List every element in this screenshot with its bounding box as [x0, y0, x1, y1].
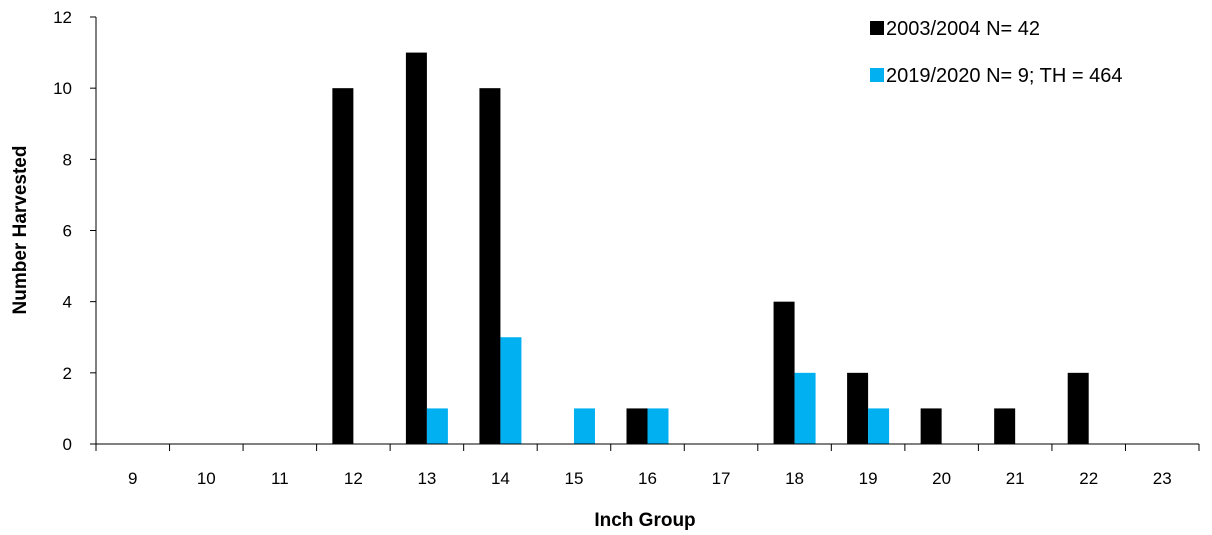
bar-series1-22 — [1067, 372, 1089, 444]
x-tick-label-14: 14 — [491, 469, 510, 488]
x-tick-label-21: 21 — [1006, 469, 1025, 488]
y-tick-label-4: 4 — [63, 293, 72, 312]
bar-series1-19 — [847, 372, 869, 444]
y-tick-label-6: 6 — [63, 222, 72, 241]
bar-series2-18 — [794, 372, 816, 444]
bar-series1-18 — [773, 301, 795, 444]
x-tick-label-12: 12 — [344, 469, 363, 488]
y-axis-title: Number Harvested — [10, 146, 31, 315]
series-1 — [332, 52, 1089, 445]
bar-series1-16 — [626, 408, 648, 444]
bar-series1-13 — [405, 52, 427, 444]
legend-label-1: 2003/2004 N= 42 — [886, 18, 1040, 40]
x-tick-label-23: 23 — [1153, 469, 1172, 488]
x-tick-label-17: 17 — [712, 469, 731, 488]
x-tick-label-19: 19 — [859, 469, 878, 488]
x-tick-label-9: 9 — [128, 469, 137, 488]
bar-series1-21 — [994, 408, 1016, 444]
x-tick-label-13: 13 — [417, 469, 436, 488]
bar-series2-15 — [573, 408, 595, 444]
bar-series1-14 — [479, 88, 501, 445]
x-tick-label-18: 18 — [785, 469, 804, 488]
y-tick-label-0: 0 — [63, 435, 72, 454]
y-tick-label-8: 8 — [63, 150, 72, 169]
x-tick-label-16: 16 — [638, 469, 657, 488]
x-tick-label-22: 22 — [1079, 469, 1098, 488]
legend-swatch-1 — [870, 21, 884, 35]
bar-series2-14 — [500, 337, 522, 444]
bar-series1-20 — [920, 408, 942, 444]
x-tick-label-11: 11 — [271, 469, 289, 488]
plot-area: 0 2 4 6 8 10 12 9 10 11 12 13 14 15 16 17 18 19 20 21 22 23 — [53, 8, 1200, 488]
bar-series2-16 — [647, 408, 669, 444]
series-2 — [426, 337, 890, 444]
legend: 2003/2004 N= 42 2019/2020 N= 9; TH = 464 — [870, 18, 1122, 87]
x-tick-label-15: 15 — [565, 469, 584, 488]
x-tick-label-20: 20 — [932, 469, 951, 488]
bar-series1-12 — [332, 88, 354, 445]
x-axis-title: Inch Group — [594, 510, 695, 531]
legend-label-2: 2019/2020 N= 9; TH = 464 — [886, 65, 1122, 87]
bar-series2-19 — [868, 408, 890, 444]
x-tick-label-10: 10 — [197, 469, 216, 488]
bar-series2-13 — [426, 408, 448, 444]
legend-swatch-2 — [870, 68, 884, 82]
y-tick-label-10: 10 — [53, 79, 72, 98]
y-tick-label-12: 12 — [53, 8, 72, 27]
y-axis-title-group: Number Harvested — [10, 146, 31, 315]
y-tick-label-2: 2 — [63, 364, 72, 383]
